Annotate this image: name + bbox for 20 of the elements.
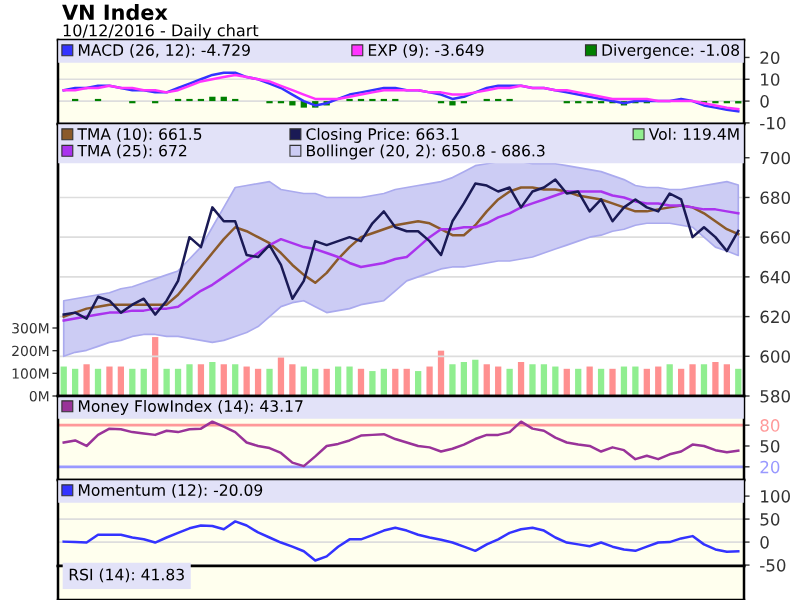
- y-tick-label: 50: [760, 513, 780, 526]
- y-tick-label: 80: [760, 419, 780, 432]
- chart-title: VN Index: [62, 4, 168, 21]
- y-tick-label: 100: [761, 490, 790, 503]
- y-tick-label: 580: [760, 389, 790, 403]
- y-tick-label: 20: [760, 51, 780, 65]
- y-tick-label: 20: [760, 460, 780, 474]
- y-tick-label: 600: [760, 350, 790, 363]
- y-tick-label: 50: [760, 439, 780, 453]
- y-tick-label: -50: [760, 559, 786, 572]
- y-tick-label: 680: [760, 191, 790, 205]
- y-tick-label: 700: [760, 151, 790, 165]
- y-tick-label: 660: [760, 231, 790, 244]
- y-tick-label: 0: [760, 536, 769, 549]
- y-tick-label: 10: [761, 73, 780, 86]
- y-tick-label: -10: [760, 116, 786, 130]
- chart-subtitle: 10/12/2016 - Daily chart: [63, 24, 259, 40]
- y-tick-label: 0: [760, 95, 769, 108]
- y-tick-label: 640: [760, 270, 790, 284]
- y-tick-label: 620: [760, 310, 790, 324]
